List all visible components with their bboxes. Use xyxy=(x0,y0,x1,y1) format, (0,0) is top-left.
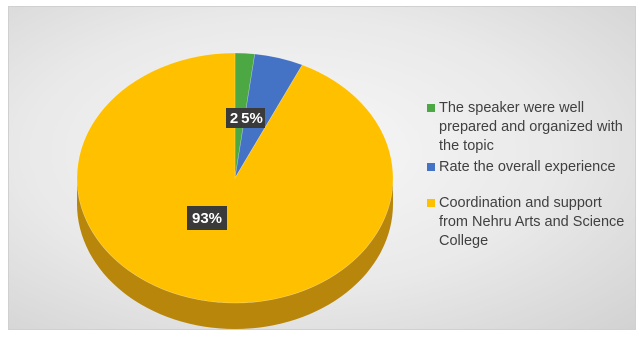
legend-item-speaker: The speaker were well prepared and organ… xyxy=(427,99,632,156)
pie-chart: 2 5% 93% xyxy=(76,52,394,329)
legend-swatch-coordination xyxy=(427,199,435,207)
chart-area: 2 5% 93% The speaker were well prepared an… xyxy=(8,6,636,330)
data-label-text-speaker: 2 xyxy=(230,110,238,127)
pie-slice-coordination xyxy=(76,52,394,304)
data-label-speaker: 2 xyxy=(226,108,242,128)
legend-swatch-overall-experience xyxy=(427,163,435,171)
pie-data-labels: 2 5% 93% xyxy=(187,108,265,230)
data-label-text-overall-experience: 5% xyxy=(241,110,263,127)
legend-item-overall-experience: Rate the overall experience xyxy=(427,158,632,177)
pie-slice-overall-experience xyxy=(234,53,303,179)
pie-top-slices xyxy=(76,52,394,304)
data-label-overall-experience: 5% xyxy=(239,108,265,128)
legend-swatch-speaker xyxy=(427,104,435,112)
data-label-coordination: 93% xyxy=(187,206,227,230)
data-label-box-speaker xyxy=(226,108,242,128)
legend-label-overall-experience: Rate the overall experience xyxy=(439,159,616,175)
legend: The speaker were well prepared and organ… xyxy=(427,99,632,253)
pie-side-coordination xyxy=(77,178,393,329)
pie-side-walls xyxy=(77,178,393,329)
data-label-box-overall-experience xyxy=(239,108,265,128)
legend-item-coordination: Coordination and support from Nehru Arts… xyxy=(427,194,632,251)
data-label-text-coordination: 93% xyxy=(192,210,222,227)
legend-label-speaker: The speaker were well prepared and organ… xyxy=(439,100,623,154)
data-label-box-coordination xyxy=(187,206,227,230)
legend-label-coordination: Coordination and support from Nehru Arts… xyxy=(439,195,625,249)
